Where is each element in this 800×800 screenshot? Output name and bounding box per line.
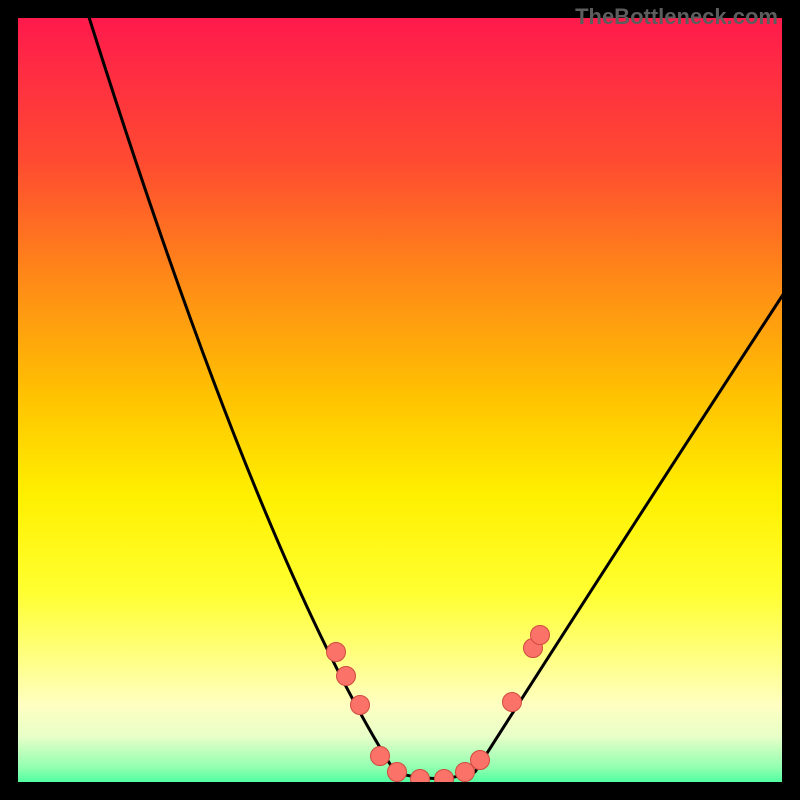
frame-border-bottom — [0, 782, 800, 800]
frame-border-top — [0, 0, 800, 18]
chart-frame: TheBottleneck.com — [0, 0, 800, 800]
frame-border-left — [0, 0, 18, 800]
background-gradient — [0, 0, 800, 800]
frame-border-right — [782, 0, 800, 800]
